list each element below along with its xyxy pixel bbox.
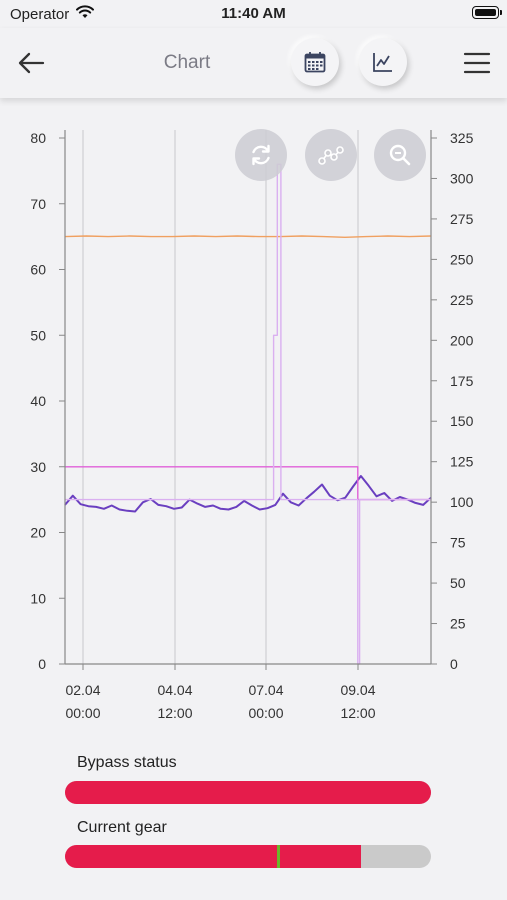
x-tick-label: 12:00: [340, 705, 375, 721]
right-tick-label: 50: [450, 575, 466, 591]
right-tick-label: 300: [450, 170, 474, 186]
bypass-status-fill: [65, 781, 431, 804]
right-tick-label: 175: [450, 373, 474, 389]
left-tick-label: 40: [30, 393, 46, 409]
zoom-icon: [389, 144, 411, 166]
right-tick-label: 125: [450, 454, 474, 470]
current-gear-fill: [65, 845, 362, 868]
nav-bar: Chart: [0, 28, 507, 98]
nodes-button[interactable]: [305, 129, 357, 181]
bypass-status-label: Bypass status: [77, 754, 177, 771]
bypass-status-bar: [65, 781, 431, 804]
hamburger-menu-icon: [463, 52, 491, 74]
chart-area: 02.04 00:00 04.04 12:00 07.04 00:00 09.04 12:00…: [0, 98, 507, 730]
right-tick-label: 225: [450, 292, 474, 308]
current-gear-marker: [277, 845, 281, 868]
left-tick-label: 0: [38, 656, 46, 672]
series-line-2: [64, 475, 432, 513]
line-chart-icon: [373, 53, 392, 72]
right-tick-label: 100: [450, 494, 474, 510]
clock: 11:40 AM: [221, 5, 286, 22]
right-tick-label: 325: [450, 130, 474, 146]
current-gear-bar: [65, 845, 431, 868]
series-line-4: [65, 163, 431, 665]
status-bar: Operator 11:40 AM: [0, 0, 507, 28]
right-tick-label: 250: [450, 251, 474, 267]
right-tick-label: 150: [450, 413, 474, 429]
left-tick-label: 30: [30, 459, 46, 475]
x-tick-label: 09.04: [340, 682, 375, 698]
x-tick-label: 00:00: [65, 705, 100, 721]
x-tick-label: 02.04: [65, 682, 100, 698]
x-tick-label: 07.04: [248, 682, 283, 698]
right-tick-label: 0: [450, 656, 458, 672]
left-tick-label: 50: [30, 327, 46, 343]
back-button[interactable]: [14, 48, 48, 78]
current-gear-label: Current gear: [77, 819, 167, 836]
calendar-icon: [304, 52, 326, 73]
refresh-button[interactable]: [235, 129, 287, 181]
carrier-label: Operator: [10, 6, 70, 23]
menu-button[interactable]: [462, 50, 492, 76]
refresh-icon: [252, 144, 270, 166]
back-arrow-icon: [18, 52, 45, 74]
left-tick-label: 80: [30, 130, 46, 146]
series-line-1: [64, 235, 432, 238]
x-tick-label: 04.04: [157, 682, 192, 698]
nodes-icon: [318, 146, 344, 165]
line-chart: 02.04 00:00 04.04 12:00 07.04 00:00 09.04 12:00…: [30, 130, 474, 721]
x-tick-label: 00:00: [248, 705, 283, 721]
battery-icon: [472, 6, 502, 19]
left-tick-label: 70: [30, 196, 46, 212]
right-tick-label: 275: [450, 211, 474, 227]
zoom-button[interactable]: [374, 129, 426, 181]
calendar-button[interactable]: [291, 38, 339, 86]
right-tick-label: 200: [450, 332, 474, 348]
left-tick-label: 60: [30, 262, 46, 278]
page-title: Chart: [163, 52, 211, 73]
x-tick-label: 12:00: [157, 705, 192, 721]
wifi-icon: [76, 5, 94, 24]
chart-type-button[interactable]: [359, 38, 407, 86]
left-tick-label: 10: [30, 590, 46, 606]
right-tick-label: 25: [450, 616, 466, 632]
right-tick-label: 75: [450, 535, 466, 551]
left-tick-label: 20: [30, 525, 46, 541]
